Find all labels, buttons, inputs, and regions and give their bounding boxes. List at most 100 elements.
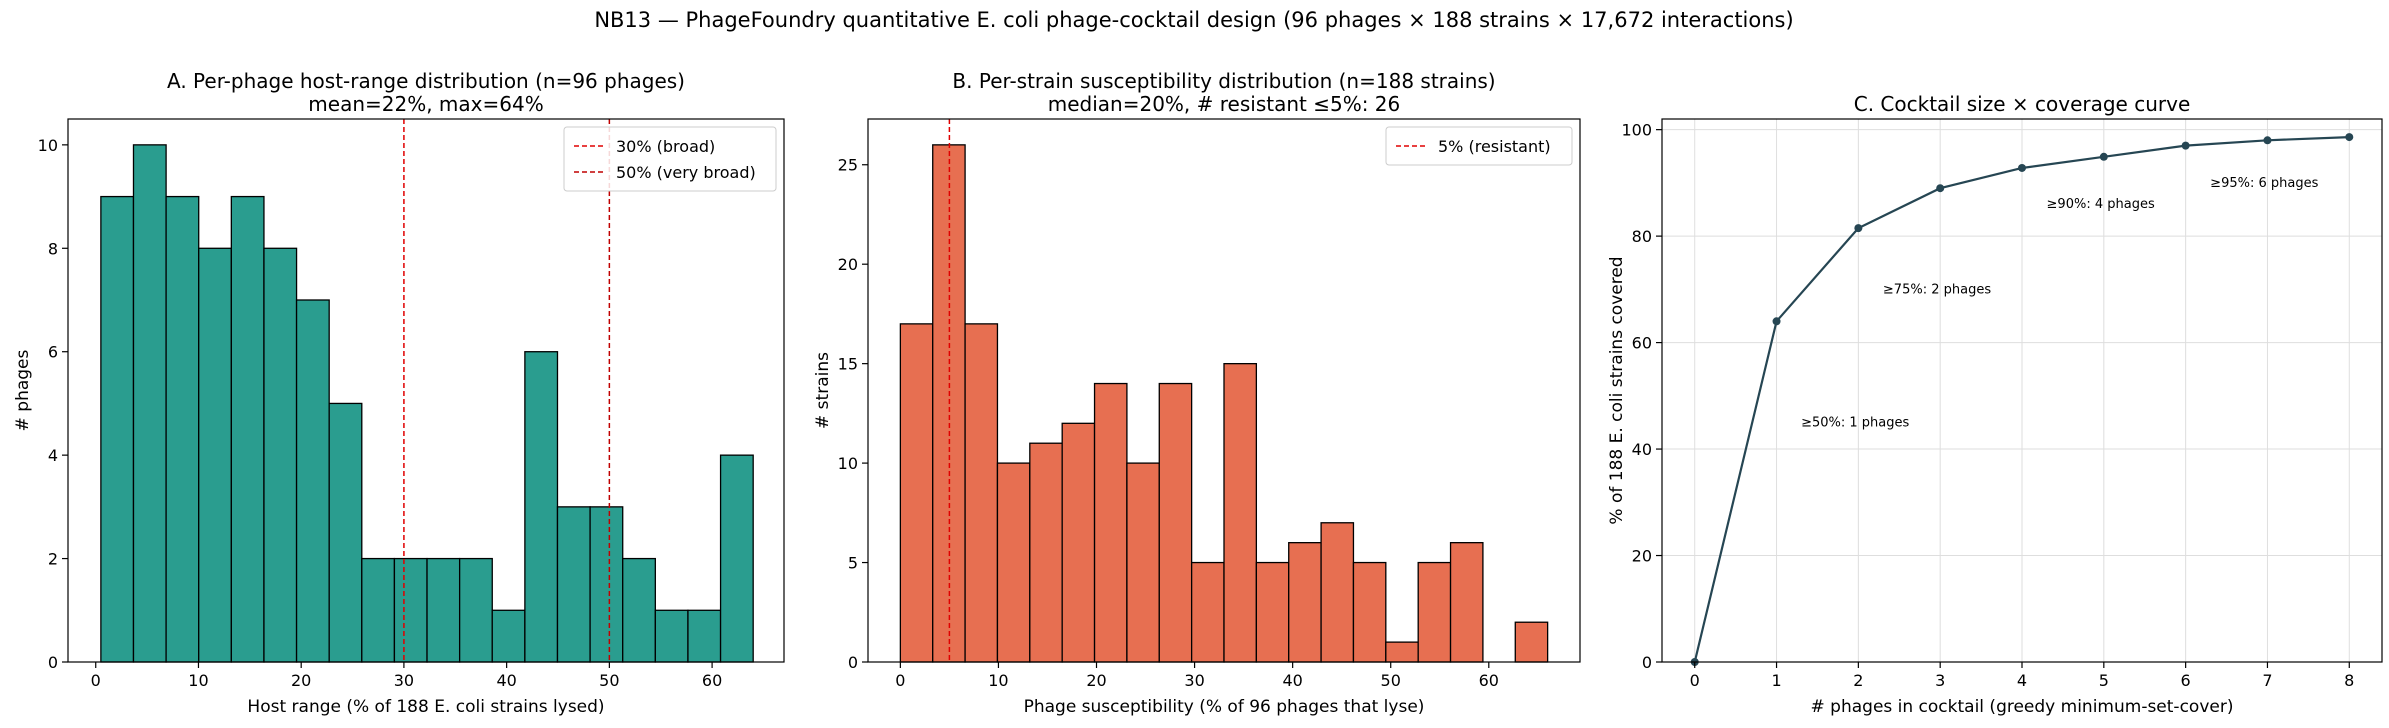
histogram-bar [1158,382,1193,663]
y-axis-label: # phages [13,349,33,431]
histogram-bar [622,557,656,663]
y-tick-label: 20 [1632,547,1652,566]
x-tick-label: 0 [895,671,905,690]
x-tick-label: 20 [1086,671,1106,690]
histogram-bar [1320,522,1355,663]
histogram-bar [1417,561,1452,663]
coverage-point [2263,136,2272,145]
coverage-point [1772,317,1781,326]
histogram-bar [1093,382,1128,663]
histogram-bar [491,609,526,663]
panel-subtitle: median=20%, # resistant ≤5%: 26 [1048,92,1401,116]
y-tick-label: 60 [1632,334,1652,353]
histogram-bar [654,609,689,663]
x-axis-label: # phages in cocktail (greedy minimum-set… [1811,697,2234,717]
legend-box [1385,126,1573,166]
histogram-bar [100,195,135,663]
histogram-bar [1126,462,1160,663]
histogram-bar [458,557,493,663]
panel-title: C. Cocktail size × coverage curve [1854,92,2191,116]
x-tick-label: 30 [1184,671,1204,690]
histogram-bar [589,506,624,663]
histogram-bar [328,402,363,663]
x-tick-label: 0 [91,671,101,690]
x-tick-label: 4 [2017,671,2027,690]
histogram-bar [1352,561,1387,663]
histogram-bar [1385,641,1419,663]
histogram-bar [1029,442,1063,663]
histogram-bar [1190,561,1225,663]
coverage-point [1854,224,1863,233]
x-tick-label: 50 [599,671,619,690]
y-tick-label: 40 [1632,440,1652,459]
histogram-bar [899,323,934,663]
x-tick-label: 10 [988,671,1008,690]
x-tick-label: 40 [1282,671,1302,690]
legend-label: 50% (very broad) [616,163,756,182]
histogram-bar [165,195,200,663]
axes-frame [67,118,785,663]
x-tick-label: 3 [1935,671,1945,690]
x-tick-label: 6 [2181,671,2191,690]
histogram-bar [1514,621,1549,663]
histogram-bar [1449,542,1484,663]
axes-frame [867,118,1581,663]
histogram-bar [1223,362,1258,663]
y-tick-label: 0 [1642,653,1652,672]
y-tick-label: 25 [838,156,858,175]
y-tick-label: 5 [848,554,858,573]
x-axis-label: Phage susceptibility (% of 96 phages tha… [1024,697,1425,717]
panel-title: B. Per-strain susceptibility distributio… [952,69,1495,93]
panel-title: A. Per-phage host-range distribution (n=… [167,69,685,93]
y-tick-label: 20 [838,255,858,274]
legend-label: 5% (resistant) [1438,137,1551,156]
histogram-bar [132,144,167,663]
histogram-bar [556,506,591,663]
y-tick-label: 0 [848,653,858,672]
y-tick-label: 0 [48,653,58,672]
y-axis-label: % of 188 E. coli strains covered [1607,256,1627,524]
histogram-bar [687,609,722,663]
x-tick-label: 30 [394,671,414,690]
legend-box [563,126,777,192]
x-tick-label: 60 [702,671,722,690]
histogram-bar [1061,422,1096,663]
panel-c-coverage-curve: ≥50%: 1 phages ≥75%: 2 phages ≥90%: 4 phag… [1607,92,2383,717]
y-tick-label: 4 [48,446,58,465]
x-tick-label: 1 [1771,671,1781,690]
histogram-bar [426,557,461,663]
histogram-bar [361,557,396,663]
histogram-bar [263,247,298,663]
y-tick-label: 10 [838,454,858,473]
histogram-bar [524,351,559,663]
coverage-point [2099,152,2108,161]
x-tick-label: 5 [2099,671,2109,690]
coverage-point [1936,184,1945,193]
x-tick-label: 0 [1690,671,1700,690]
x-axis-label: Host range (% of 188 E. coli strains lys… [247,697,604,717]
y-tick-label: 15 [838,355,858,374]
y-tick-label: 10 [38,136,58,155]
threshold-annotation: ≥75%: 2 phages [1883,282,1991,297]
threshold-annotation: ≥95%: 6 phages [2210,176,2318,191]
y-tick-label: 100 [1621,121,1652,140]
panel-subtitle: mean=22%, max=64% [308,92,543,116]
histogram-bar [198,247,232,663]
histogram-bar [964,323,999,663]
y-tick-label: 6 [48,343,58,362]
x-tick-label: 60 [1479,671,1499,690]
x-tick-label: 7 [2262,671,2272,690]
x-tick-label: 40 [496,671,516,690]
y-tick-label: 80 [1632,227,1652,246]
legend-label: 30% (broad) [616,137,715,156]
figure-suptitle: NB13 — PhageFoundry quantitative E. coli… [594,8,1793,32]
threshold-annotation: ≥90%: 4 phages [2047,197,2155,212]
coverage-point [2181,141,2190,150]
x-tick-label: 20 [291,671,311,690]
coverage-point [2345,133,2354,142]
histogram-bar [996,462,1031,663]
y-axis-label: # strains [813,352,833,429]
panel-a-host-range-histogram: 0 10 20 30 40 50 60 0 2 4 6 8 10 Host range (% of 188… [13,69,785,717]
x-tick-label: 8 [2344,671,2354,690]
